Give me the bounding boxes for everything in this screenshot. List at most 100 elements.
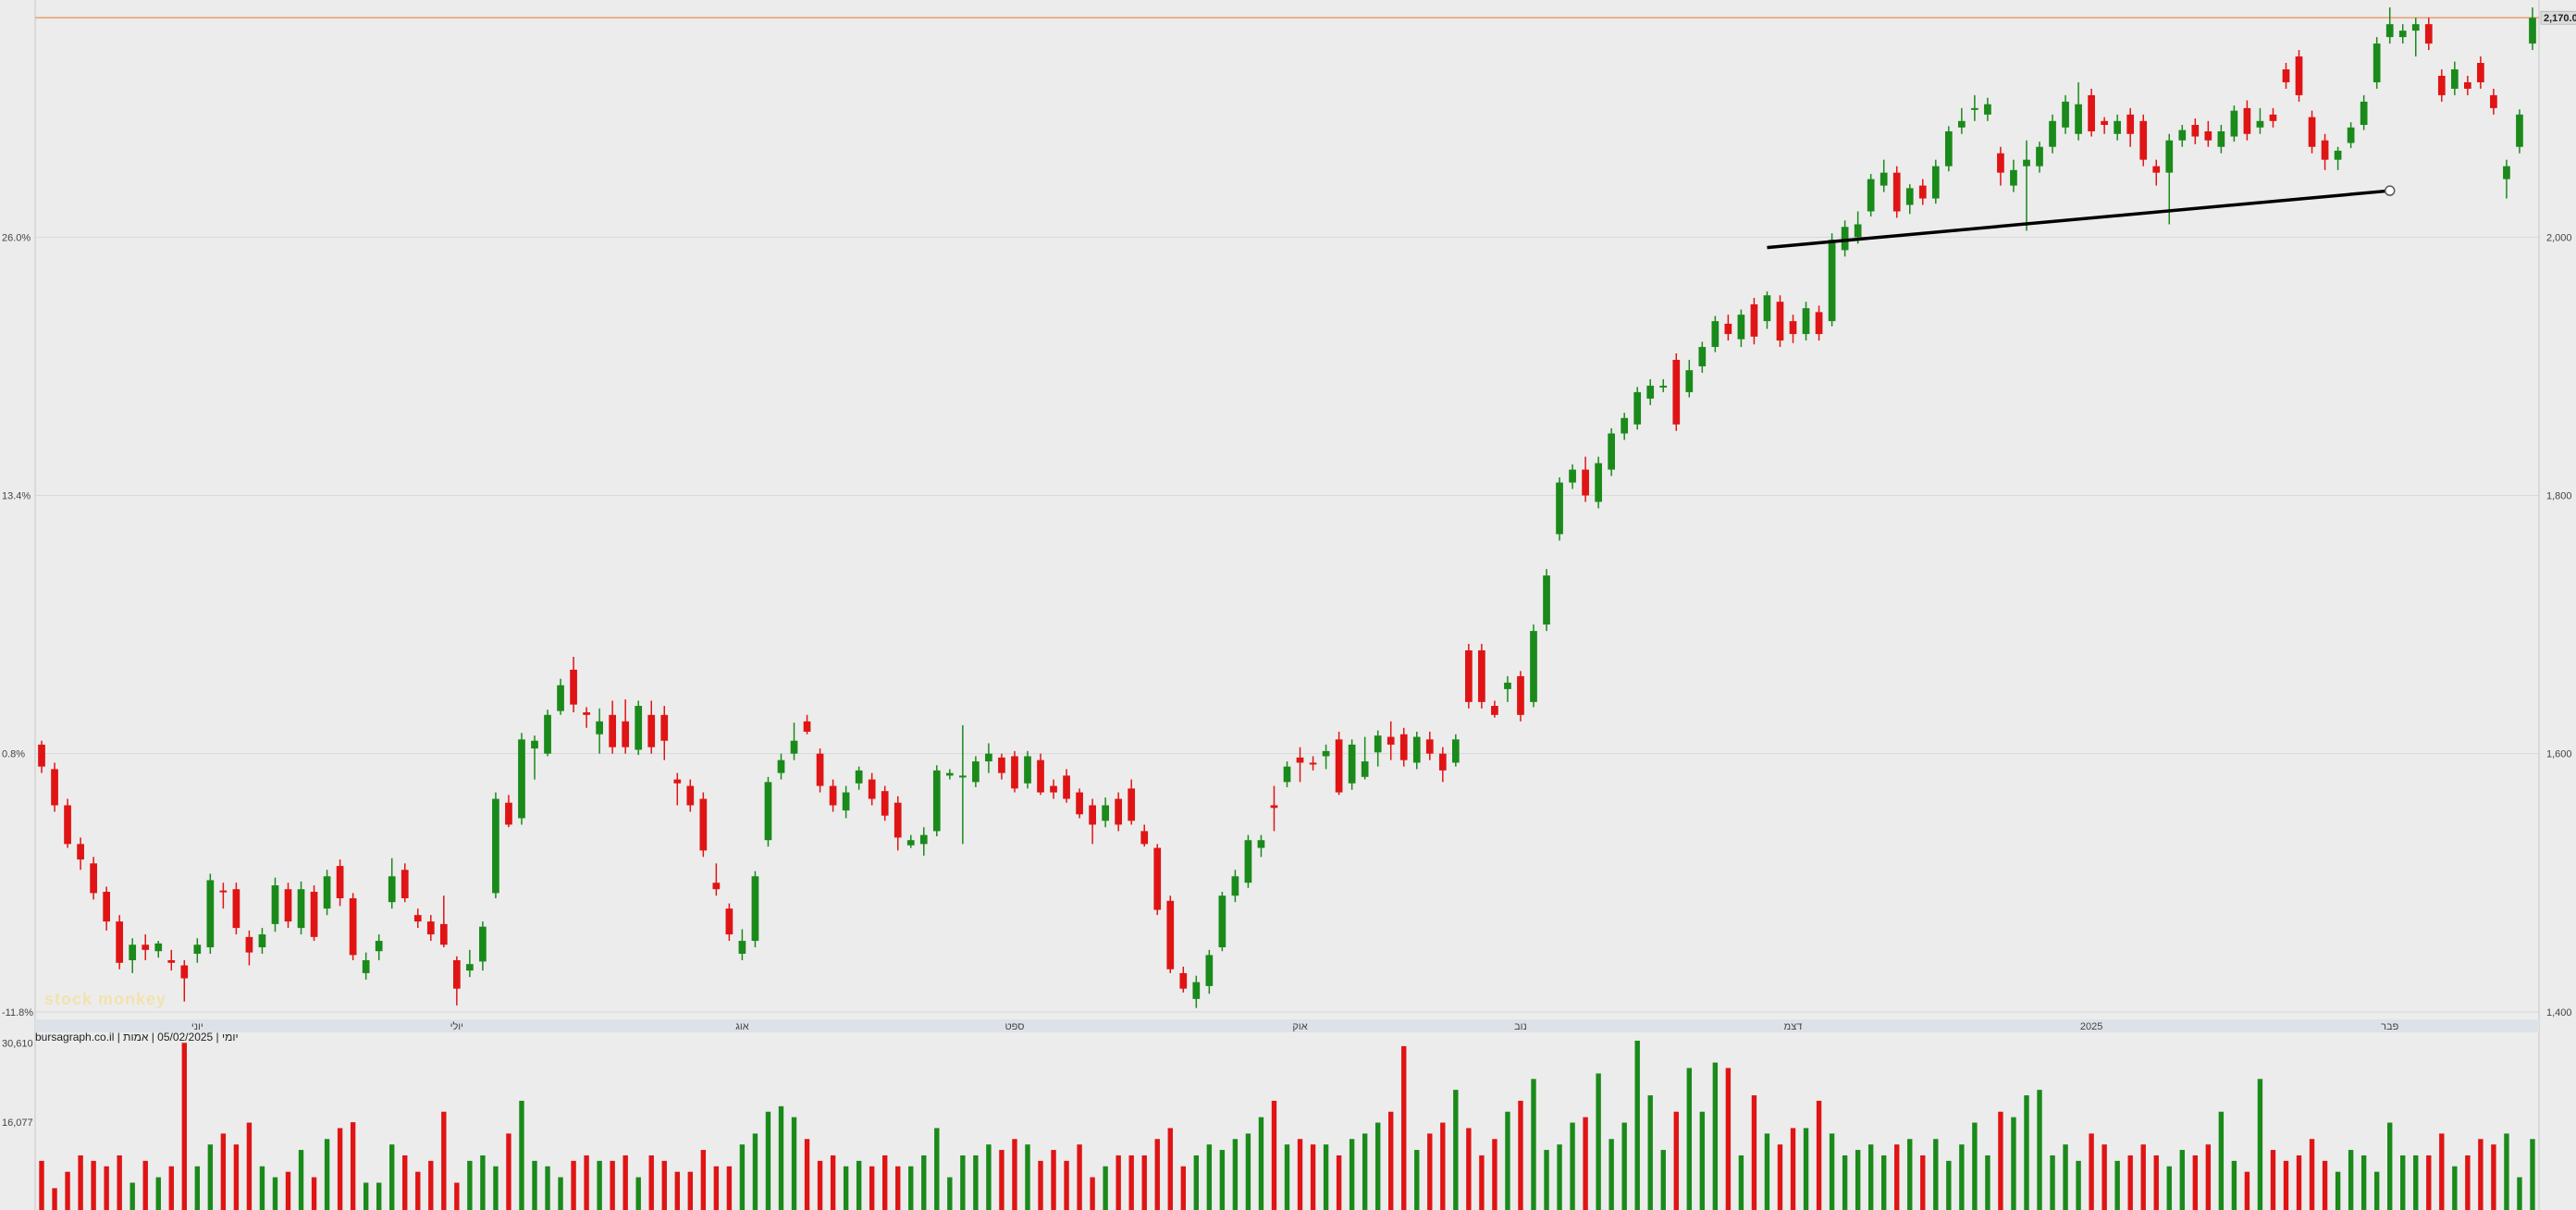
candle-body xyxy=(1918,185,1927,199)
volume-bar xyxy=(1284,1144,1290,1210)
volume-bar xyxy=(661,1160,667,1210)
volume-bar xyxy=(1946,1160,1952,1210)
volume-bar xyxy=(1907,1139,1913,1210)
candle-body xyxy=(531,740,538,749)
volume-bar xyxy=(1699,1111,1706,1210)
candle-body xyxy=(1971,107,1978,110)
candle-body xyxy=(1387,736,1395,745)
candle-body xyxy=(2152,166,2161,173)
volume-bar xyxy=(1894,1144,1900,1210)
candle-body xyxy=(1595,463,1602,502)
pct-tick-label: 0.8% xyxy=(2,749,25,760)
candle-body xyxy=(2023,159,2030,167)
volume-bar xyxy=(2413,1154,2419,1210)
candle-body xyxy=(1569,469,1576,483)
candle-body xyxy=(1543,575,1550,625)
volume-bar xyxy=(1374,1122,1381,1210)
candle-body xyxy=(1789,321,1797,335)
volume-tick-label: 30,610 xyxy=(2,1038,33,1049)
candle-body xyxy=(1750,303,1758,337)
volume-bar xyxy=(1920,1154,1926,1210)
candle-body xyxy=(609,714,617,747)
candle-body xyxy=(2269,114,2277,121)
volume-bar xyxy=(1531,1079,1536,1210)
volume-bar xyxy=(1479,1154,1485,1210)
candle-body xyxy=(2295,56,2303,95)
volume-bar xyxy=(1271,1100,1277,1210)
volume-bar xyxy=(1232,1139,1239,1210)
candle-body xyxy=(452,959,461,989)
volume-bar xyxy=(1764,1133,1770,1210)
volume-bar xyxy=(895,1166,901,1210)
candle-body xyxy=(1063,775,1070,799)
volume-bar xyxy=(1777,1144,1783,1210)
candle-body xyxy=(544,714,551,754)
candle-body xyxy=(2477,63,2484,82)
volume-bar xyxy=(1880,1154,1887,1210)
candle-body xyxy=(699,798,708,851)
volume-bar xyxy=(947,1177,953,1210)
volume-bar xyxy=(52,1188,57,1210)
candle-body xyxy=(1763,295,1771,322)
volume-bar xyxy=(1440,1122,1446,1210)
candle-body xyxy=(1011,756,1018,789)
volume-bar xyxy=(1453,1090,1459,1210)
volume-bar xyxy=(2076,1160,2081,1210)
volume-bar xyxy=(259,1166,265,1210)
volume-bar xyxy=(493,1166,499,1210)
volume-bar xyxy=(1570,1122,1575,1210)
candle-body xyxy=(1244,840,1252,883)
volume-bar xyxy=(246,1122,253,1210)
volume-bar xyxy=(2205,1144,2212,1210)
candle-body xyxy=(2114,120,2122,134)
candle-body xyxy=(232,889,240,929)
trendline[interactable] xyxy=(1767,189,2390,250)
candle-body xyxy=(725,908,733,935)
volume-bar xyxy=(168,1166,174,1210)
volume-bar xyxy=(584,1154,589,1210)
candle-body xyxy=(2062,101,2069,128)
candle-body xyxy=(829,785,837,806)
volume-bar xyxy=(1245,1133,1251,1210)
volume-bar xyxy=(1492,1139,1498,1210)
candle-body xyxy=(1608,433,1616,470)
candle-body xyxy=(1270,805,1278,809)
volume-bar xyxy=(207,1144,214,1210)
chart-footer: יומי | 05/02/2025 | אמות | bursagraph.co… xyxy=(35,1031,239,1043)
candle-body xyxy=(1815,312,1823,335)
volume-bar xyxy=(1466,1128,1472,1210)
volume-bar xyxy=(881,1154,888,1210)
price-tick-label: 1,800 xyxy=(2546,491,2572,502)
volume-bar xyxy=(597,1160,602,1210)
price-tick-label: 2,000 xyxy=(2546,232,2572,243)
volume-bar xyxy=(739,1144,746,1210)
candle-body xyxy=(2217,130,2225,147)
volume-bar xyxy=(2063,1144,2068,1210)
candle-body xyxy=(1102,805,1109,821)
volume-bar xyxy=(1790,1128,1796,1210)
volume-bar xyxy=(2140,1144,2146,1210)
candle-body xyxy=(1957,120,1966,128)
candle-body xyxy=(790,740,798,754)
candle-body xyxy=(103,892,110,922)
volume-bar xyxy=(648,1154,654,1210)
volume-bar xyxy=(1972,1122,1978,1210)
candle-body xyxy=(764,782,772,841)
volume-bar xyxy=(610,1160,615,1210)
candle-body xyxy=(1465,650,1473,702)
candle-body xyxy=(972,761,980,783)
candle-body xyxy=(362,959,370,973)
volume-bar xyxy=(2244,1171,2250,1210)
volume-bar xyxy=(726,1166,733,1210)
candle-body xyxy=(1335,739,1343,793)
trendline-handle[interactable] xyxy=(2384,185,2396,196)
volume-bar xyxy=(2517,1177,2522,1210)
volume-bar xyxy=(1712,1062,1719,1210)
candle-body xyxy=(2490,94,2497,108)
candle-body xyxy=(2529,18,2536,44)
candle-body xyxy=(51,769,58,806)
volume-bar xyxy=(1557,1144,1562,1210)
volume-bar xyxy=(1725,1068,1732,1210)
volume-bar xyxy=(960,1154,966,1210)
volume-bar xyxy=(311,1177,317,1210)
